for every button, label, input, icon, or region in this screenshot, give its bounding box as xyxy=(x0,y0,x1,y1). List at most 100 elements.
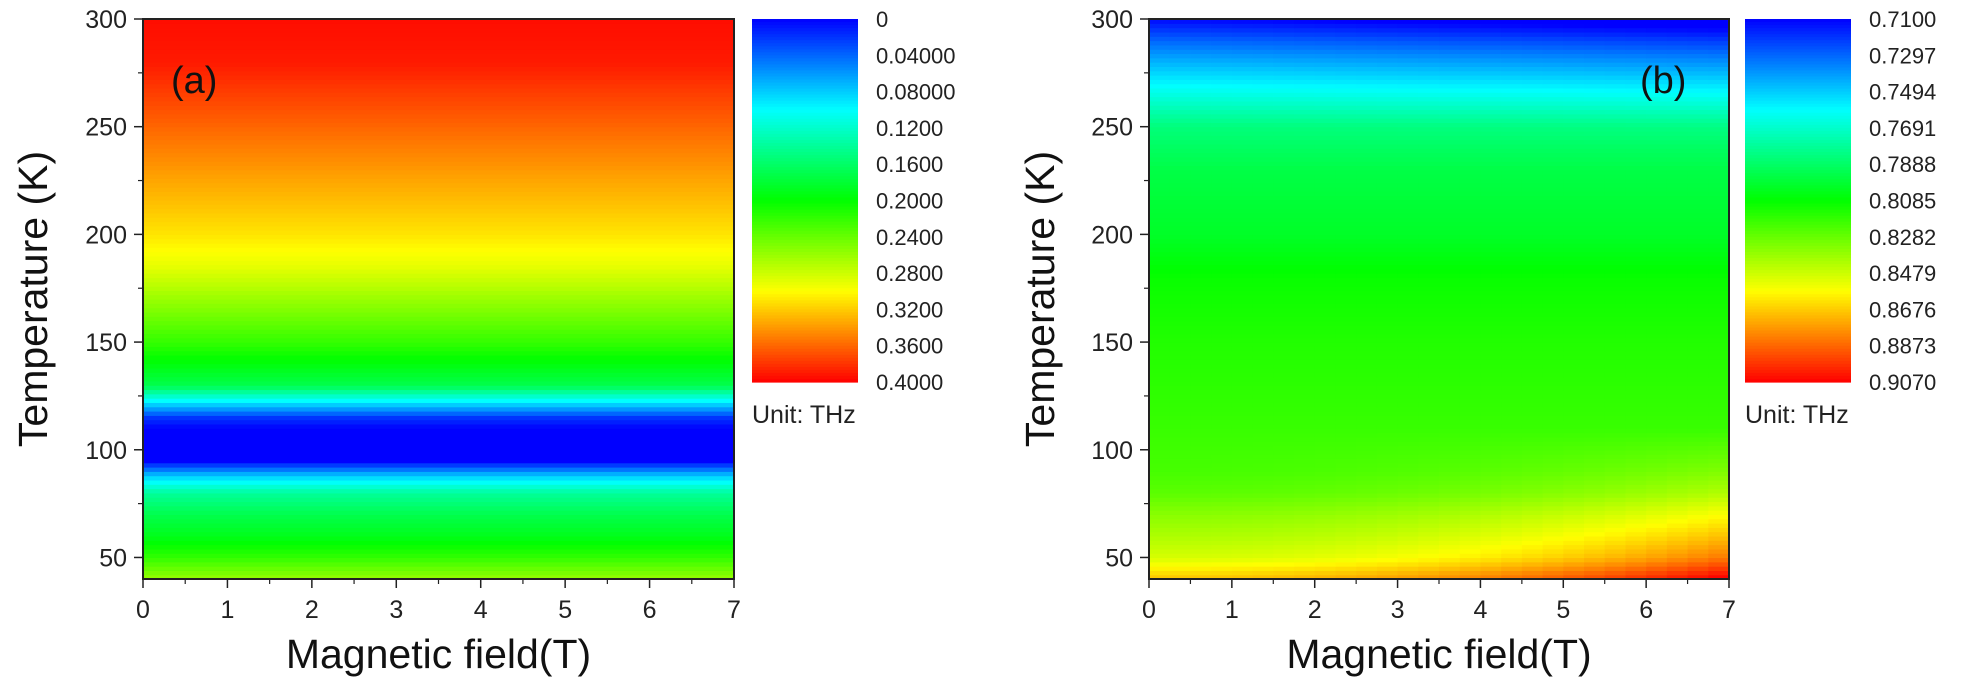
colorbar-swatch xyxy=(1745,218,1851,223)
heatmap-cell xyxy=(1356,316,1378,322)
heatmap-cell xyxy=(1708,100,1730,106)
heatmap-cell xyxy=(1252,393,1274,399)
heatmap-cell xyxy=(1273,423,1295,429)
heatmap-cell xyxy=(1190,234,1212,240)
heatmap-cell xyxy=(1314,540,1337,546)
heatmap-cell xyxy=(1439,299,1461,304)
heatmap-cell xyxy=(1252,49,1274,55)
heatmap-cell xyxy=(1273,44,1295,50)
heatmap-cell xyxy=(1687,152,1709,158)
heatmap-cell xyxy=(1604,156,1627,162)
heatmap-cell xyxy=(1625,566,1647,571)
heatmap-cell xyxy=(1211,234,1233,240)
heatmap-cell xyxy=(1687,467,1709,472)
heatmap-cell xyxy=(1542,436,1564,442)
heatmap-cell xyxy=(143,174,735,179)
heatmap-cell xyxy=(1563,212,1585,218)
heatmap-cell xyxy=(1542,277,1564,283)
heatmap-cell xyxy=(1190,75,1212,80)
heatmap-cell xyxy=(1604,428,1627,434)
heatmap-cell xyxy=(1314,204,1337,210)
heatmap-cell xyxy=(1584,311,1606,317)
heatmap-cell xyxy=(1376,385,1399,391)
heatmap-cell xyxy=(1563,247,1585,253)
heatmap-cell xyxy=(1231,510,1254,515)
heatmap-cell xyxy=(1563,139,1585,145)
heatmap-cell xyxy=(1501,230,1523,235)
heatmap-cell xyxy=(1666,531,1689,537)
heatmap-cell xyxy=(1459,273,1482,279)
heatmap-cell xyxy=(1397,389,1419,395)
heatmap-cell xyxy=(1211,423,1233,429)
heatmap-cell xyxy=(1542,169,1564,175)
heatmap-cell xyxy=(1687,23,1709,29)
heatmap-cell xyxy=(1521,415,1544,421)
heatmap-cell xyxy=(1687,544,1709,550)
heatmap-cell xyxy=(1625,238,1647,244)
heatmap-cell xyxy=(1646,152,1668,158)
heatmap-cell xyxy=(1604,329,1627,335)
heatmap-cell xyxy=(1397,247,1419,253)
heatmap-cell xyxy=(1231,187,1254,192)
heatmap-cell xyxy=(1646,182,1668,188)
heatmap-cell xyxy=(1625,148,1647,154)
heatmap-cell xyxy=(1521,152,1544,158)
heatmap-cell xyxy=(1708,523,1730,528)
heatmap-cell xyxy=(1211,316,1233,322)
heatmap-cell xyxy=(1169,260,1192,266)
heatmap-cell xyxy=(1211,92,1233,98)
heatmap-cell xyxy=(1480,454,1502,459)
heatmap-cell xyxy=(1563,161,1585,167)
heatmap-cell xyxy=(1584,113,1606,119)
heatmap-cell xyxy=(1439,346,1461,352)
heatmap-cell xyxy=(1252,217,1274,223)
heatmap-cell xyxy=(1708,303,1730,309)
heatmap-cell xyxy=(1376,523,1399,528)
heatmap-cell xyxy=(1646,324,1668,330)
heatmap-cell xyxy=(143,247,735,253)
heatmap-cell xyxy=(1708,535,1730,541)
heatmap-cell xyxy=(1521,475,1544,481)
heatmap-cell xyxy=(1190,307,1212,313)
heatmap-cell xyxy=(1376,152,1399,158)
heatmap-cell xyxy=(1542,113,1564,119)
heatmap-cell xyxy=(1149,376,1171,382)
heatmap-cell xyxy=(1708,122,1730,128)
heatmap-cell xyxy=(1459,566,1482,571)
heatmap-cell xyxy=(1666,139,1689,145)
heatmap-cell xyxy=(1231,406,1254,412)
heatmap-cell xyxy=(1501,49,1523,55)
heatmap-cell xyxy=(1604,31,1627,37)
colorbar-swatch xyxy=(752,34,858,38)
heatmap-cell xyxy=(1521,342,1544,347)
heatmap-cell xyxy=(1190,458,1212,464)
heatmap-cell xyxy=(1646,428,1668,434)
heatmap-cell xyxy=(1563,342,1585,347)
heatmap-cell xyxy=(1294,527,1316,533)
heatmap-cell xyxy=(1687,445,1709,451)
heatmap-cell xyxy=(1666,156,1689,162)
colorbar-swatch xyxy=(752,315,858,320)
heatmap-cell xyxy=(1273,535,1295,541)
heatmap-cell xyxy=(1625,458,1647,464)
heatmap-cell xyxy=(1542,62,1564,67)
heatmap-cell xyxy=(1418,40,1440,46)
heatmap-cell xyxy=(1459,294,1482,300)
heatmap-cell xyxy=(1625,367,1647,373)
heatmap-cell xyxy=(1646,548,1668,554)
heatmap-cell xyxy=(1190,135,1212,141)
heatmap-cell xyxy=(1169,363,1192,369)
heatmap-cell xyxy=(1584,23,1606,29)
heatmap-cell xyxy=(1397,204,1419,210)
heatmap-cell xyxy=(1356,148,1378,154)
heatmap-cell xyxy=(1625,96,1647,102)
heatmap-cell xyxy=(1521,389,1544,395)
heatmap-cell xyxy=(143,385,735,391)
heatmap-cell xyxy=(143,324,735,330)
heatmap-cell xyxy=(1211,62,1233,67)
heatmap-cell xyxy=(1687,165,1709,171)
heatmap-cell xyxy=(1501,311,1523,317)
heatmap-cell xyxy=(1273,53,1295,59)
heatmap-cell xyxy=(1480,139,1502,145)
heatmap-cell xyxy=(1211,324,1233,330)
